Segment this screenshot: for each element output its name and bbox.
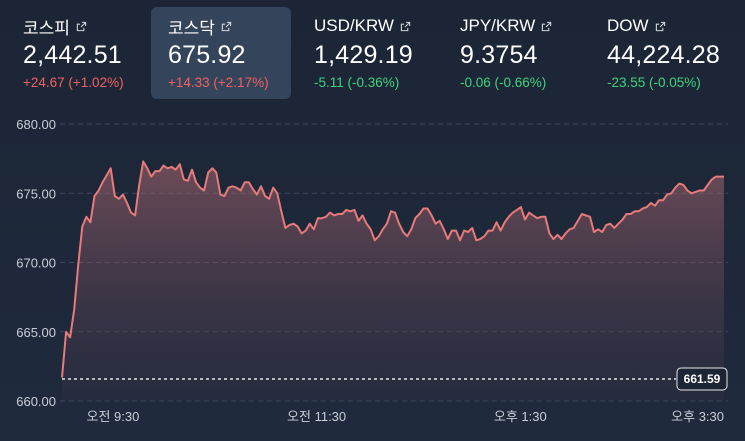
y-tick-label: 670.00 — [16, 256, 56, 271]
external-link-icon[interactable] — [76, 21, 87, 32]
x-tick-label: 오후 3:30 — [671, 409, 724, 424]
x-axis-labels: 오전 9:30 오전 11:30 오후 1:30 오후 3:30 — [87, 409, 724, 424]
ticker-3[interactable]: JPY/KRW 9.3754 -0.06 (-0.66%) — [443, 7, 583, 99]
y-tick-label: 665.00 — [16, 325, 56, 340]
ticker-name: 코스피 — [23, 18, 70, 38]
price-area-fill — [62, 161, 724, 401]
ticker-name-row: 코스닥 — [168, 15, 291, 38]
y-tick-label: 660.00 — [16, 394, 56, 409]
y-tick-label: 680.00 — [16, 117, 56, 132]
ticker-value: 2,442.51 — [23, 41, 122, 69]
ticker-name-row: JPY/KRW — [460, 15, 583, 37]
ticker-value: 675.92 — [168, 41, 246, 69]
ticker-value: 44,224.28 — [607, 41, 721, 69]
reference-price-label: 661.59 — [684, 372, 721, 386]
ticker-0[interactable]: 코스피 2,442.51 +24.67 (+1.02%) — [6, 7, 146, 99]
x-tick-label: 오전 9:30 — [87, 409, 140, 424]
ticker-change: -23.55 (-0.05%) — [607, 75, 701, 90]
ticker-name: DOW — [607, 16, 649, 35]
ticker-value: 9.3754 — [460, 41, 538, 69]
ticker-change: -5.11 (-0.36%) — [314, 75, 400, 90]
external-link-icon[interactable] — [655, 21, 666, 32]
ticker-name-row: USD/KRW — [314, 15, 437, 37]
ticker-name-row: DOW — [607, 15, 730, 37]
external-link-icon[interactable] — [400, 21, 411, 32]
ticker-name: USD/KRW — [314, 16, 394, 35]
x-tick-label: 오후 1:30 — [494, 409, 547, 424]
ticker-change: +24.67 (+1.02%) — [23, 75, 124, 90]
x-tick-label: 오전 11:30 — [287, 409, 346, 424]
ticker-name: 코스닥 — [168, 18, 215, 38]
y-axis-labels: 680.00 675.00 670.00 665.00 660.00 — [16, 117, 56, 409]
y-tick-label: 675.00 — [16, 186, 56, 201]
ticker-2[interactable]: USD/KRW 1,429.19 -5.11 (-0.36%) — [297, 7, 437, 99]
ticker-bar: 코스피 2,442.51 +24.67 (+1.02%) 코스닥 675.92 +14.3… — [0, 0, 745, 105]
ticker-name: JPY/KRW — [460, 16, 536, 35]
ticker-change: +14.33 (+2.17%) — [168, 75, 269, 90]
reference-price-badge-box — [676, 367, 728, 391]
ticker-change: -0.06 (-0.66%) — [460, 75, 547, 90]
ticker-value: 1,429.19 — [314, 41, 413, 69]
ticker-4[interactable]: DOW 44,224.28 -23.55 (-0.05%) — [590, 7, 730, 99]
external-link-icon[interactable] — [221, 21, 232, 32]
external-link-icon[interactable] — [541, 21, 552, 32]
reference-price-badge: 661.59 — [676, 367, 728, 391]
ticker-1[interactable]: 코스닥 675.92 +14.33 (+2.17%) — [151, 7, 291, 99]
ticker-name-row: 코스피 — [23, 15, 146, 38]
price-line — [61, 160, 724, 378]
